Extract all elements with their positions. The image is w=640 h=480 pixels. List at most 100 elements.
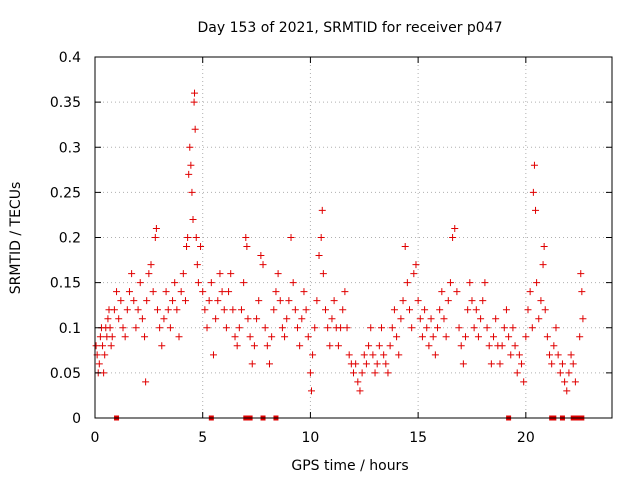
data-point bbox=[317, 234, 325, 241]
data-point bbox=[483, 324, 491, 332]
data-point bbox=[183, 243, 191, 251]
data-point bbox=[412, 261, 420, 269]
x-tick-label: 20 bbox=[517, 430, 535, 446]
data-point bbox=[395, 351, 403, 359]
data-point bbox=[502, 306, 510, 314]
data-point bbox=[468, 297, 476, 305]
data-point bbox=[462, 333, 470, 341]
data-point bbox=[563, 387, 571, 395]
data-point bbox=[306, 369, 314, 377]
data-point bbox=[293, 324, 301, 332]
data-point bbox=[330, 297, 338, 305]
data-point bbox=[513, 369, 521, 377]
data-point bbox=[188, 188, 196, 196]
data-point bbox=[569, 360, 577, 368]
data-point bbox=[369, 351, 377, 359]
data-point bbox=[328, 315, 336, 323]
data-point bbox=[185, 170, 193, 178]
data-point bbox=[365, 342, 373, 350]
data-point bbox=[92, 342, 100, 350]
data-points bbox=[92, 89, 587, 395]
data-point bbox=[216, 270, 224, 278]
data-point bbox=[526, 288, 534, 296]
y-tick-label: 0.2 bbox=[59, 231, 81, 247]
data-point bbox=[108, 333, 116, 341]
data-point bbox=[158, 342, 166, 350]
data-point bbox=[520, 378, 528, 386]
data-point bbox=[326, 342, 334, 350]
data-point bbox=[339, 306, 347, 314]
data-point bbox=[315, 252, 323, 260]
data-point bbox=[96, 333, 104, 341]
data-point bbox=[431, 351, 439, 359]
data-point bbox=[492, 315, 500, 323]
y-tick-label: 0 bbox=[72, 411, 81, 427]
data-point bbox=[438, 288, 446, 296]
data-point bbox=[117, 297, 125, 305]
data-point bbox=[477, 315, 485, 323]
y-axis-label: SRMTID / TECUs bbox=[8, 182, 24, 295]
data-point bbox=[149, 288, 157, 296]
data-point bbox=[309, 351, 317, 359]
data-point bbox=[169, 297, 177, 305]
data-point bbox=[470, 324, 478, 332]
data-point bbox=[319, 270, 327, 278]
data-point bbox=[546, 351, 554, 359]
data-point bbox=[530, 161, 538, 169]
data-point bbox=[281, 333, 289, 341]
data-point bbox=[209, 351, 217, 359]
data-point bbox=[418, 333, 426, 341]
data-point bbox=[565, 369, 573, 377]
data-point bbox=[121, 333, 129, 341]
data-point bbox=[166, 324, 174, 332]
data-point bbox=[125, 288, 133, 296]
data-point bbox=[464, 306, 472, 314]
data-point bbox=[199, 288, 207, 296]
data-point bbox=[95, 360, 103, 368]
data-point bbox=[421, 306, 429, 314]
data-point bbox=[498, 342, 506, 350]
data-point bbox=[191, 125, 199, 133]
y-tick-label: 0.1 bbox=[59, 321, 81, 337]
data-point bbox=[276, 297, 284, 305]
data-point bbox=[561, 378, 569, 386]
data-point bbox=[371, 369, 379, 377]
data-point bbox=[164, 306, 172, 314]
data-point bbox=[393, 333, 401, 341]
axis-ticks: 0 0.05 0.1 0.15 0.2 0.25 0.3 0.35 0.4 0 5 10 15 20 bbox=[50, 50, 612, 446]
data-point bbox=[128, 270, 136, 278]
data-point bbox=[220, 306, 228, 314]
data-point bbox=[136, 279, 144, 287]
data-point bbox=[212, 315, 220, 323]
data-point bbox=[408, 324, 416, 332]
data-point bbox=[390, 306, 398, 314]
data-point bbox=[190, 98, 198, 106]
data-point bbox=[367, 324, 375, 332]
y-tick-label: 0.25 bbox=[50, 185, 81, 201]
data-point bbox=[334, 342, 342, 350]
data-point bbox=[337, 324, 345, 332]
data-point bbox=[532, 206, 540, 214]
data-point bbox=[287, 234, 295, 241]
data-point bbox=[552, 324, 560, 332]
data-point bbox=[401, 243, 409, 251]
data-point bbox=[511, 342, 519, 350]
data-point bbox=[479, 297, 487, 305]
data-point bbox=[577, 270, 585, 278]
data-point bbox=[205, 297, 213, 305]
data-point bbox=[487, 360, 495, 368]
data-point bbox=[104, 315, 112, 323]
data-point bbox=[101, 351, 109, 359]
data-point bbox=[554, 351, 562, 359]
data-point bbox=[189, 215, 197, 223]
data-point bbox=[191, 89, 199, 97]
data-point bbox=[283, 315, 291, 323]
data-point bbox=[578, 288, 586, 296]
data-point bbox=[255, 297, 263, 305]
data-point bbox=[505, 333, 513, 341]
data-point bbox=[229, 306, 237, 314]
data-point bbox=[115, 315, 123, 323]
data-point bbox=[567, 351, 575, 359]
data-point bbox=[515, 351, 523, 359]
